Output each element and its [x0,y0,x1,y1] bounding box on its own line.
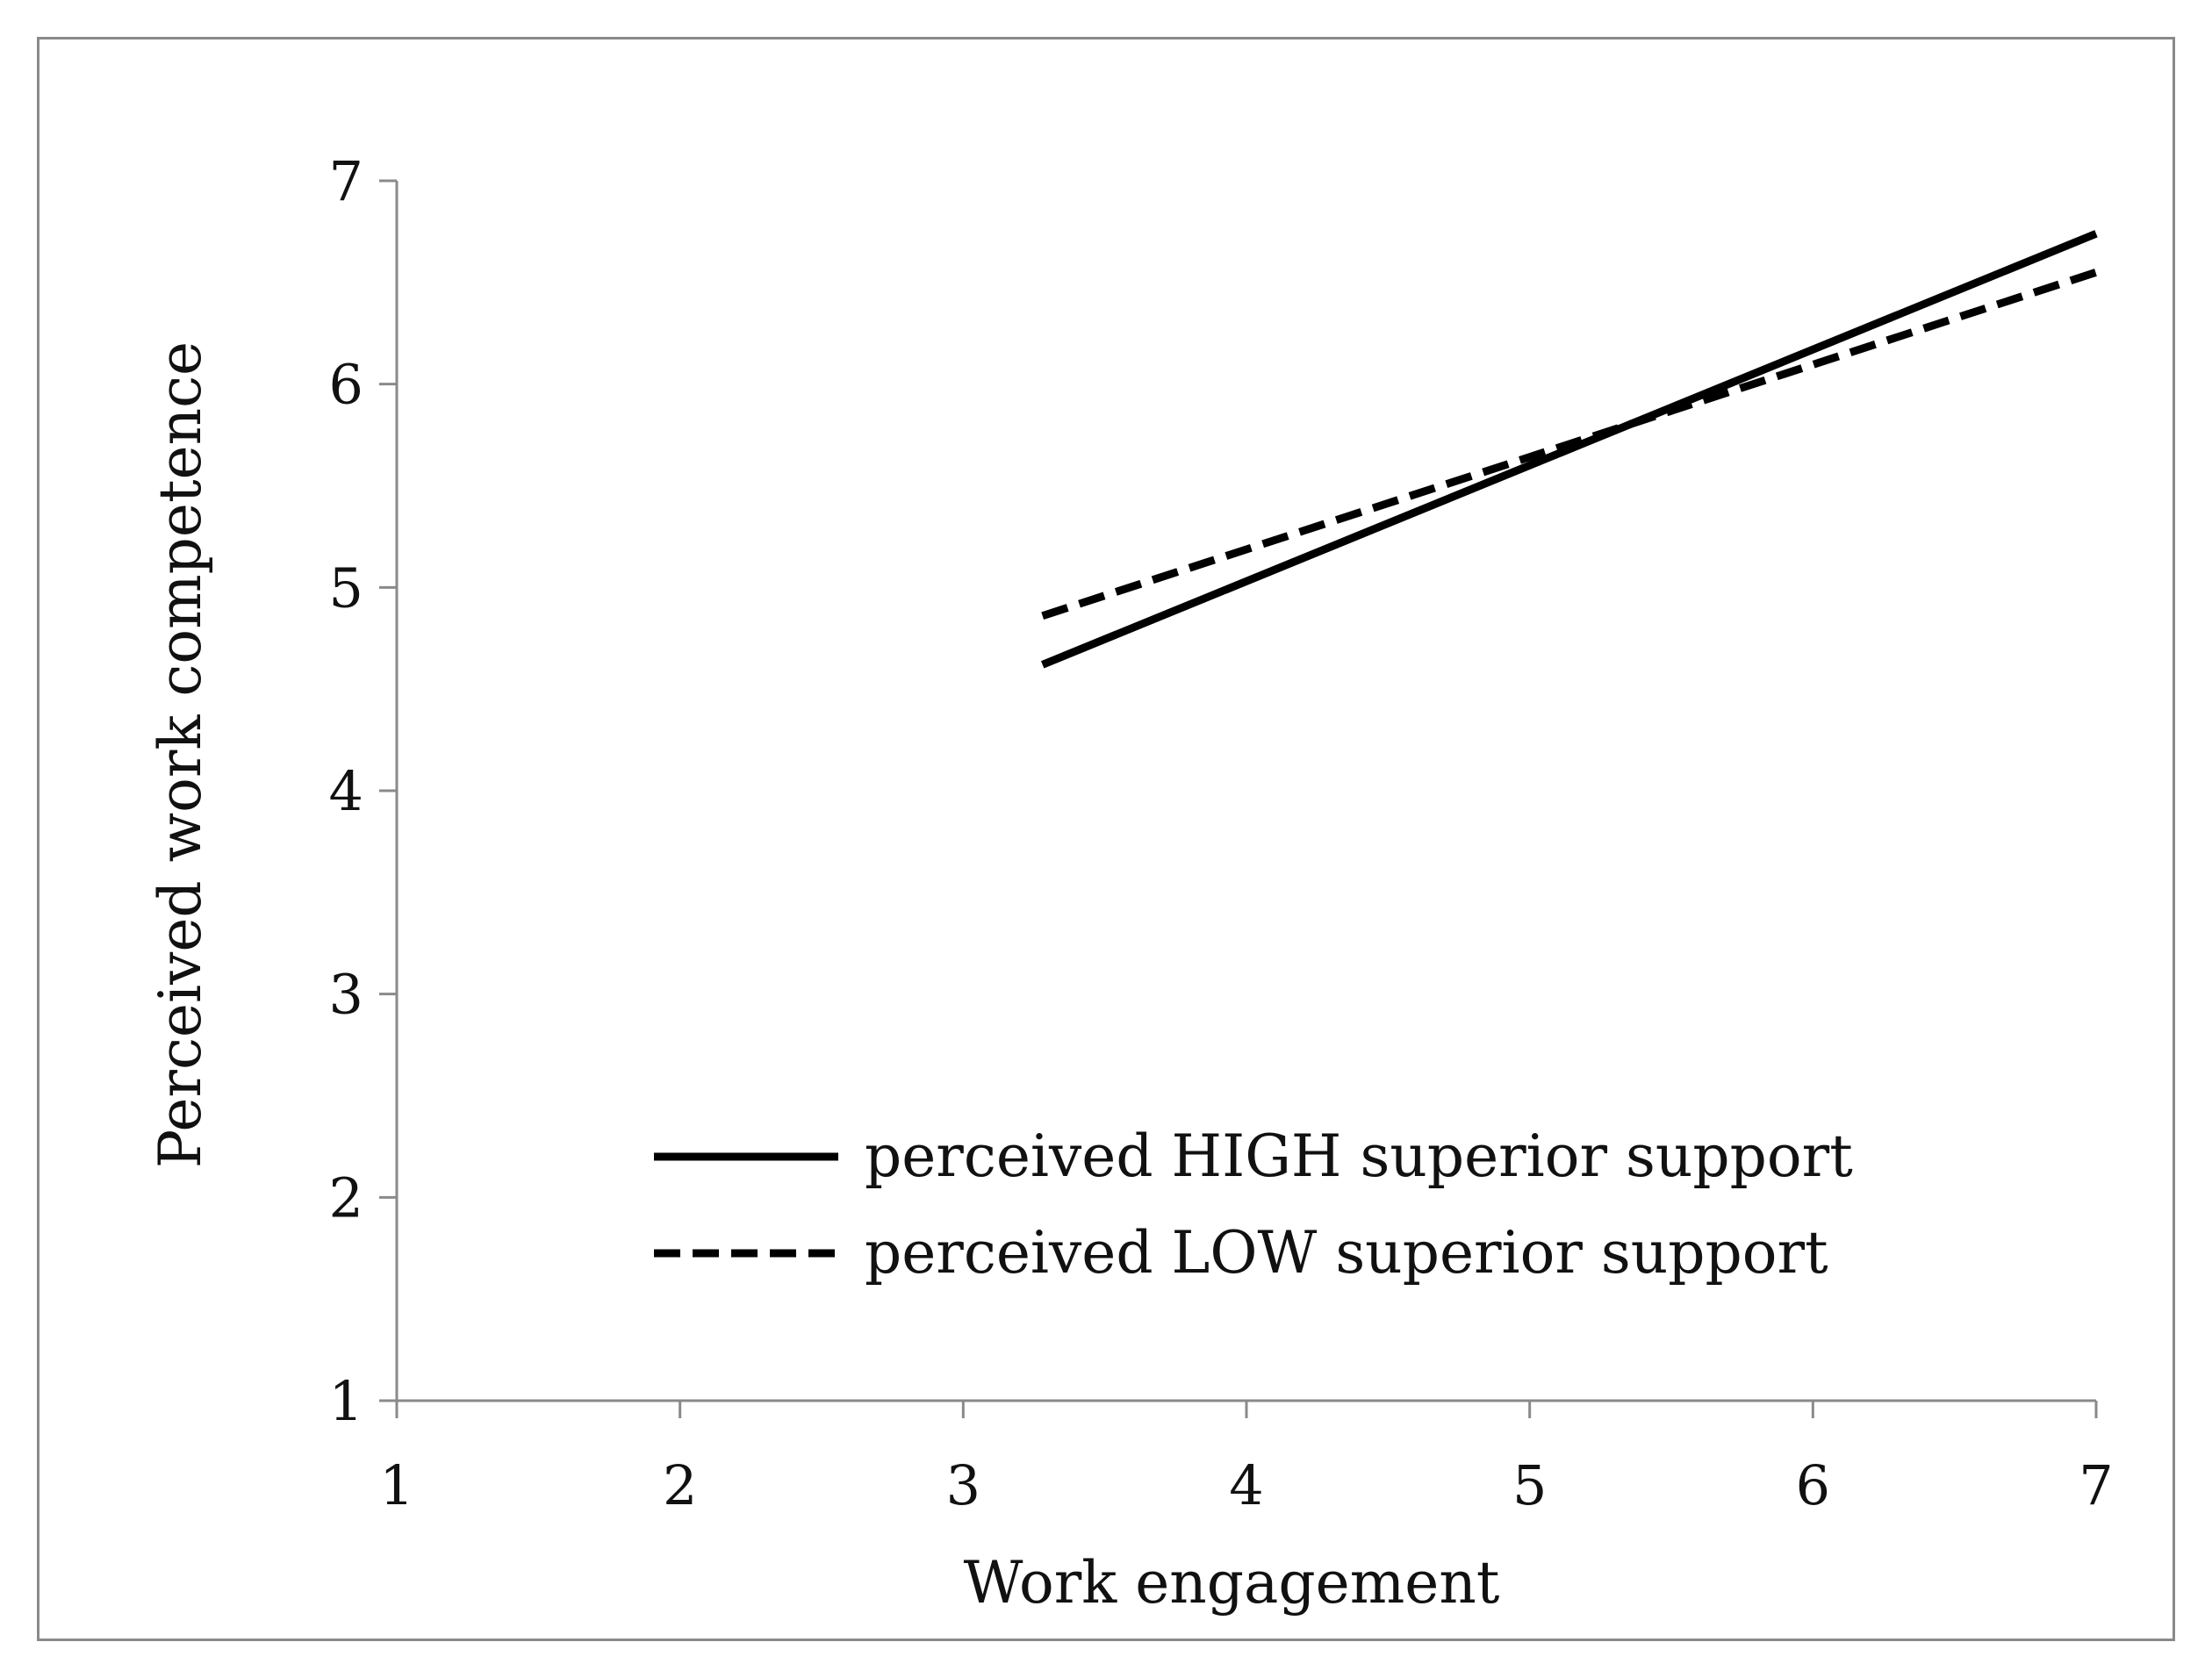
axes [395,181,2096,1402]
x-tick-label: 3 [946,1453,980,1517]
series-line-high-support [1040,230,2098,669]
series-lines [1040,230,2098,669]
y-tick-label: 2 [329,1165,363,1230]
x-tick-label: 7 [2079,1453,2113,1517]
x-tick-label: 4 [1229,1453,1263,1517]
x-tick-label: 5 [1512,1453,1547,1517]
y-tick-label: 7 [329,149,363,213]
x-tick-label: 6 [1796,1453,1830,1517]
legend-label-high: perceived HIGH superior support [865,1122,1853,1190]
legend-label-low: perceived LOW superior support [865,1219,1828,1287]
legend: perceived HIGH superior support perceive… [654,1122,1853,1287]
y-tick-label: 1 [329,1369,363,1433]
x-tick-label: 1 [379,1453,413,1517]
y-tick-label: 5 [329,556,363,620]
y-axis-title: Perceived work competence [147,341,214,1168]
x-tick-label: 2 [663,1453,697,1517]
x-axis-title: Work engagement [964,1549,1500,1617]
y-tick-label: 3 [329,963,363,1027]
y-tick-label: 4 [329,759,363,823]
chart-frame [37,37,2175,1641]
ticks: 1 2 3 4 5 6 7 1 2 3 4 5 6 7 [329,149,2114,1517]
y-tick-label: 6 [329,353,363,417]
series-line-low-support [1041,268,2098,620]
